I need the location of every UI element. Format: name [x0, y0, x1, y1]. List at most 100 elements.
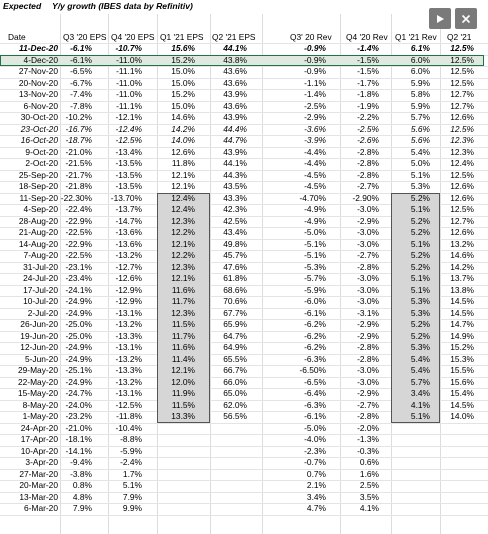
cell-q4-eps[interactable]: -11.0%: [116, 54, 142, 65]
cell-q3-eps[interactable]: -23.2%: [65, 411, 92, 422]
table-row[interactable]: 12-Jun-20 -24.9% -13.1% 11.6% 64.9% -6.2% -2.8…: [0, 342, 488, 353]
cell-q1-rev[interactable]: 5.3%: [410, 296, 430, 307]
cell-q1-rev[interactable]: 3.4%: [410, 388, 430, 399]
date-cell[interactable]: 4-Dec-20: [23, 54, 58, 65]
table-row[interactable]: 18-Sep-20 -21.8% -13.5% 12.1% 43.5% -4.5% -2.7…: [0, 181, 488, 192]
cell-q4-eps[interactable]: -13.4%: [115, 146, 142, 157]
cell-q3-rev[interactable]: -5.0%: [304, 422, 326, 433]
cell-q3-eps[interactable]: -24.9%: [65, 296, 92, 307]
cell-q3-eps[interactable]: -22.5%: [65, 250, 92, 261]
table-row[interactable]: 22-May-20 -24.9% -13.2% 12.0% 66.0% -6.5% -3.0…: [0, 377, 488, 388]
cell-q1-rev[interactable]: 6.1%: [410, 43, 430, 54]
cell-q3-rev[interactable]: -6.50%: [299, 365, 326, 376]
cell-q2-rev[interactable]: 12.5%: [450, 54, 474, 65]
cell-q3-rev[interactable]: -6.2%: [304, 319, 326, 330]
cell-q3-eps[interactable]: -21.8%: [65, 181, 92, 192]
table-row[interactable]: 14-Aug-20 -22.9% -13.6% 12.1% 49.8% -5.1% -3.0…: [0, 239, 488, 250]
cell-q3-eps[interactable]: -18.7%: [65, 135, 92, 146]
cell-q3-eps[interactable]: -9.4%: [70, 457, 92, 468]
cell-q2-eps[interactable]: 65.0%: [223, 388, 247, 399]
date-cell[interactable]: 24-Jul-20: [23, 273, 58, 284]
cell-q2-rev[interactable]: 12.5%: [450, 123, 474, 134]
cell-q4-eps[interactable]: -13.2%: [115, 250, 142, 261]
cell-q3-rev[interactable]: -6.2%: [304, 330, 326, 341]
cell-q1-eps[interactable]: 14.6%: [171, 112, 195, 123]
cell-q4-eps[interactable]: -12.5%: [115, 399, 142, 410]
cell-q1-eps[interactable]: 11.6%: [171, 342, 195, 353]
table-row[interactable]: 2-Jul-20 -24.9% -13.1% 12.3% 67.7% -6.1% -3.1%…: [0, 308, 488, 319]
table-row[interactable]: 9-Oct-20 -21.0% -13.4% 12.6% 43.9% -4.4% -2.8%…: [0, 147, 488, 158]
cell-q3-rev[interactable]: -4.9%: [304, 204, 326, 215]
cell-q2-eps[interactable]: 43.6%: [223, 100, 247, 111]
cell-q2-rev[interactable]: 13.7%: [450, 273, 474, 284]
date-cell[interactable]: 10-Jul-20: [23, 296, 58, 307]
cell-q2-rev[interactable]: 12.6%: [450, 112, 474, 123]
cell-q3-rev[interactable]: -6.0%: [304, 296, 326, 307]
cell-q3-rev[interactable]: -5.9%: [304, 284, 326, 295]
cell-q2-eps[interactable]: 42.5%: [223, 215, 247, 226]
cell-q4-rev[interactable]: 4.1%: [359, 503, 379, 514]
cell-q3-eps[interactable]: -7.4%: [70, 89, 92, 100]
cell-q4-eps[interactable]: -13.3%: [115, 330, 142, 341]
cell-q2-eps[interactable]: 56.5%: [223, 411, 247, 422]
table-row[interactable]: 10-Apr-20 -14.1% -5.9% -2.3% -0.3%: [0, 446, 488, 457]
cell-q3-rev[interactable]: -4.9%: [304, 215, 326, 226]
date-cell[interactable]: 7-Aug-20: [23, 250, 58, 261]
table-row[interactable]: 4-Sep-20 -22.4% -13.7% 12.4% 42.3% -4.9% -3.0%…: [0, 204, 488, 215]
cell-q4-rev[interactable]: -2.8%: [357, 158, 379, 169]
cell-q4-rev[interactable]: -3.0%: [357, 273, 379, 284]
cell-q1-rev[interactable]: 5.1%: [410, 284, 430, 295]
cell-q2-eps[interactable]: 43.9%: [223, 112, 247, 123]
cell-q3-eps[interactable]: -22.5%: [65, 227, 92, 238]
cell-q4-rev[interactable]: -2.8%: [357, 342, 379, 353]
cell-q3-eps[interactable]: -21.0%: [65, 422, 92, 433]
cell-q1-rev[interactable]: 5.2%: [410, 261, 430, 272]
cell-q2-eps[interactable]: 70.6%: [223, 296, 247, 307]
cell-q1-rev[interactable]: 6.0%: [410, 54, 430, 65]
cell-q1-rev[interactable]: 5.2%: [410, 250, 430, 261]
cell-q2-eps[interactable]: 43.8%: [223, 54, 247, 65]
cell-q2-eps[interactable]: 42.3%: [223, 204, 247, 215]
cell-q1-rev[interactable]: 5.1%: [410, 169, 430, 180]
cell-q3-eps[interactable]: -21.0%: [65, 146, 92, 157]
cell-q1-eps[interactable]: 11.5%: [171, 399, 195, 410]
table-row[interactable]: 15-May-20 -24.7% -13.1% 11.9% 65.0% -6.4% -2.9…: [0, 388, 488, 399]
table-row[interactable]: 7-Aug-20 -22.5% -13.2% 12.2% 45.7% -5.1% -2.7%…: [0, 250, 488, 261]
cell-q4-eps[interactable]: -11.0%: [116, 89, 142, 100]
table-row[interactable]: 6-Nov-20 -7.8% -11.1% 15.0% 43.6% -2.5% -1.9% 5…: [0, 101, 488, 112]
cell-q4-rev[interactable]: -2.2%: [357, 112, 379, 123]
cell-q2-eps[interactable]: 47.6%: [223, 261, 247, 272]
cell-q1-eps[interactable]: 15.2%: [171, 54, 195, 65]
cell-q3-rev[interactable]: -5.0%: [304, 227, 326, 238]
cell-q4-rev[interactable]: -2.9%: [357, 330, 379, 341]
cell-q4-rev[interactable]: -1.8%: [357, 89, 379, 100]
table-row[interactable]: 21-Aug-20 -22.5% -13.6% 12.2% 43.4% -5.0% -3.0…: [0, 227, 488, 238]
cell-q1-eps[interactable]: 12.3%: [171, 215, 195, 226]
cell-q2-eps[interactable]: 44.1%: [223, 158, 247, 169]
cell-q1-eps[interactable]: 12.0%: [171, 376, 195, 387]
cell-q4-eps[interactable]: 1.7%: [122, 468, 142, 479]
date-cell[interactable]: 2-Jul-20: [27, 307, 58, 318]
cell-q1-rev[interactable]: 5.1%: [410, 238, 430, 249]
cell-q1-rev[interactable]: 5.1%: [410, 273, 430, 284]
cell-q3-rev[interactable]: -4.0%: [304, 434, 326, 445]
cell-q3-eps[interactable]: 4.8%: [72, 491, 92, 502]
date-cell[interactable]: 11-Sep-20: [19, 192, 59, 203]
cell-q4-eps[interactable]: -11.1%: [116, 66, 142, 77]
cell-q3-rev[interactable]: -6.3%: [304, 353, 326, 364]
cell-q3-eps[interactable]: -21.7%: [65, 169, 92, 180]
table-row[interactable]: 13-Nov-20 -7.4% -11.0% 15.2% 43.9% -1.4% -1.8%…: [0, 89, 488, 100]
cell-q1-rev[interactable]: 5.9%: [410, 100, 430, 111]
table-row[interactable]: 30-Oct-20 -10.2% -12.1% 14.6% 43.9% -2.9% -2.2…: [0, 112, 488, 123]
cell-q1-eps[interactable]: 12.6%: [171, 146, 195, 157]
cell-q2-eps[interactable]: 44.4%: [223, 123, 247, 134]
cell-q1-eps[interactable]: 15.0%: [171, 100, 195, 111]
cell-q3-rev[interactable]: -4.4%: [304, 158, 326, 169]
cell-q4-rev[interactable]: -2.9%: [357, 388, 379, 399]
cell-q3-eps[interactable]: -21.5%: [65, 158, 92, 169]
cell-q4-eps[interactable]: -13.2%: [115, 376, 142, 387]
cell-q4-rev[interactable]: -2.90%: [352, 192, 379, 203]
cell-q4-rev[interactable]: -1.5%: [357, 54, 379, 65]
table-row[interactable]: 24-Apr-20 -21.0% -10.4% -5.0% -2.0%: [0, 423, 488, 434]
date-cell[interactable]: 2-Oct-20: [25, 158, 58, 169]
